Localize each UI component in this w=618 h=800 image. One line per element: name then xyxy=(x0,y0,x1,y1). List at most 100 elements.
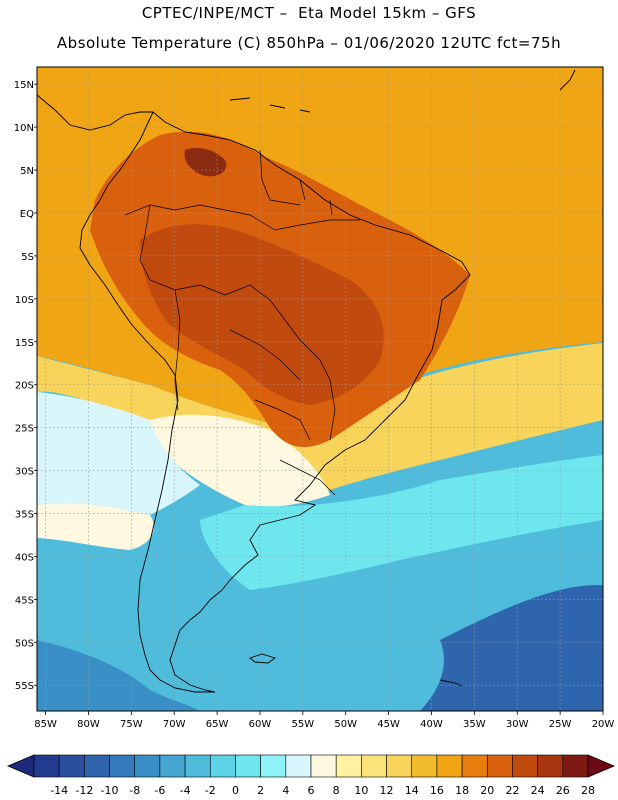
south-america-coastline xyxy=(79,111,471,693)
south-georgia-island xyxy=(439,679,463,687)
longitude-tick-label: 80W xyxy=(77,719,100,730)
colorbar-cell xyxy=(235,754,261,778)
latitude-tick-label: 35S xyxy=(15,510,34,521)
colorbar-cell xyxy=(310,754,337,778)
field-band-hottest xyxy=(184,148,227,177)
longitude-tick-label: 65W xyxy=(206,719,229,730)
longitude-tick-label: 25W xyxy=(549,719,572,730)
latitude-tick-label: 15S xyxy=(15,338,34,349)
latitude-tick-label: 50S xyxy=(15,638,34,649)
colorbar-label: 26 xyxy=(556,784,570,797)
colorbar-cell xyxy=(58,754,85,778)
central-america-coastline xyxy=(37,94,153,131)
colorbar-cell xyxy=(436,754,463,778)
colorbar-label: -4 xyxy=(180,784,191,797)
field-band-frigid xyxy=(37,640,200,711)
map-title-line-1: CPTEC/INPE/MCT – Eta Model 15km – GFS xyxy=(141,4,477,22)
longitude-tick-label: 60W xyxy=(249,719,272,730)
longitude-tick-label: 75W xyxy=(120,719,143,730)
colorbar-cell xyxy=(209,754,236,778)
colorbar-label: 18 xyxy=(455,784,469,797)
colorbar-label: -10 xyxy=(101,784,119,797)
colorbar-cell xyxy=(486,754,513,778)
colorbar-cell xyxy=(461,754,488,778)
colorbar-cell xyxy=(562,754,589,778)
colorbar-label: 24 xyxy=(531,784,545,797)
colorbar-cell xyxy=(335,754,362,778)
field-band-colder xyxy=(200,455,603,590)
colorbar-label: 12 xyxy=(380,784,394,797)
latitude-tick-label: EQ xyxy=(20,209,34,220)
colorbar-cell xyxy=(285,754,312,778)
colorbar-cell xyxy=(184,754,211,778)
colorbar-label: -8 xyxy=(129,784,140,797)
coastlines-and-borders xyxy=(37,69,576,693)
field-band-mild xyxy=(37,343,603,502)
colorbar-label: 14 xyxy=(405,784,419,797)
latitude-tick-label: 25S xyxy=(15,424,34,435)
latitude-tick-label: 15N xyxy=(14,80,34,91)
colorbar-label: -2 xyxy=(205,784,216,797)
colorbar-cell xyxy=(411,754,438,778)
colorbar-label: 16 xyxy=(430,784,444,797)
colorbar-cell xyxy=(537,754,564,778)
field-band-deep-frigid xyxy=(420,585,603,711)
colorbar-high-arrow xyxy=(587,754,616,778)
latitude-tick-label: 5S xyxy=(21,252,34,263)
field-band-very-cold xyxy=(37,525,603,711)
colorbar-cell xyxy=(512,754,538,778)
colorbar-label: -6 xyxy=(154,784,165,797)
colorbar-label: 8 xyxy=(333,784,340,797)
falkland-islands xyxy=(249,653,277,664)
colorbar-label: 2 xyxy=(257,784,264,797)
colorbar: -14 -12 -10 -8 -6 -4 -2 0 2 4 6 8 10 12 14 16 18 20 22 24 26… xyxy=(6,754,616,797)
colorbar-label: -12 xyxy=(75,784,93,797)
field-band-cool xyxy=(150,414,330,507)
caribbean-islands xyxy=(229,69,576,113)
longitude-tick-label: 70W xyxy=(163,719,186,730)
colorbar-label: 4 xyxy=(282,784,289,797)
longitude-tick-label: 85W xyxy=(34,719,57,730)
temperature-field xyxy=(37,67,603,711)
colorbar-cell xyxy=(159,754,186,778)
colorbar-cell xyxy=(134,754,161,778)
field-band-cold xyxy=(37,392,200,515)
latitude-tick-label: 55S xyxy=(15,681,34,692)
lat-lon-grid xyxy=(37,67,603,711)
colorbar-cell xyxy=(33,754,60,778)
longitude-tick-label: 35W xyxy=(463,719,486,730)
country-borders xyxy=(124,149,360,496)
map-title-line-2: Absolute Temperature (C) 850hPa – 01/06/… xyxy=(56,34,562,52)
colorbar-label: 28 xyxy=(581,784,595,797)
latitude-tick-label: 40S xyxy=(15,552,34,563)
latitude-tick-label: 20S xyxy=(15,381,34,392)
colorbar-labels: -14 -12 -10 -8 -6 -4 -2 0 2 4 6 8 10 12 14 16 18 20 22 24 26… xyxy=(50,784,595,797)
longitude-tick-label: 45W xyxy=(377,719,400,730)
field-band-very-hot xyxy=(140,224,384,405)
longitude-tick-label: 30W xyxy=(506,719,529,730)
longitude-tick-labels: 85W 80W 75W 70W 65W 60W 55W 50W 45W 40W 35W 30W 25W 2… xyxy=(34,711,614,730)
colorbar-label: 20 xyxy=(480,784,494,797)
colorbar-cell xyxy=(109,754,136,778)
latitude-tick-label: 5N xyxy=(20,166,34,177)
colorbar-cell xyxy=(84,754,110,778)
latitude-tick-labels: 15N 10N 5N EQ 5S 10S 15S 20S 25S 30S 35S 40S 45S 50S 5… xyxy=(14,80,37,692)
colorbar-cell xyxy=(386,754,413,778)
colorbar-label: 10 xyxy=(354,784,368,797)
longitude-tick-label: 50W xyxy=(334,719,357,730)
longitude-tick-label: 55W xyxy=(292,719,315,730)
colorbar-label: 6 xyxy=(308,784,315,797)
longitude-tick-label: 40W xyxy=(420,719,443,730)
longitude-tick-label: 20W xyxy=(592,719,615,730)
field-band-cool-west xyxy=(37,503,154,550)
colorbar-label: 22 xyxy=(505,784,519,797)
colorbar-label: 0 xyxy=(232,784,239,797)
latitude-tick-label: 10N xyxy=(14,123,34,134)
colorbar-low-arrow xyxy=(6,754,35,778)
colorbar-label: -14 xyxy=(50,784,68,797)
latitude-tick-label: 30S xyxy=(15,467,34,478)
latitude-tick-label: 10S xyxy=(15,295,34,306)
colorbar-cells xyxy=(33,754,589,778)
colorbar-cell xyxy=(361,754,387,778)
